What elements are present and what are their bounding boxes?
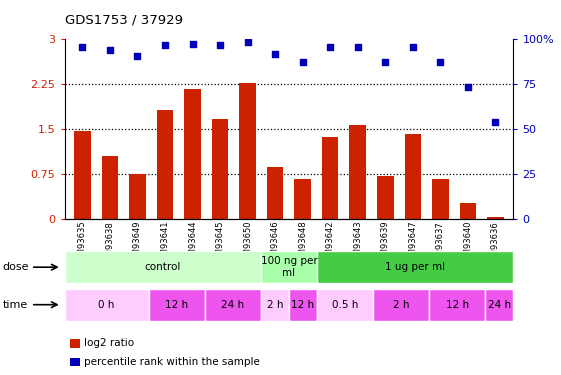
Bar	[459, 202, 476, 219]
Bar	[149, 289, 205, 321]
Text: 2 h: 2 h	[393, 300, 410, 310]
Text: 12 h: 12 h	[291, 300, 315, 310]
Text: 0.5 h: 0.5 h	[332, 300, 358, 310]
Bar	[212, 118, 228, 219]
Point	[298, 59, 307, 65]
Bar	[404, 134, 421, 219]
Bar	[317, 251, 513, 283]
Point	[436, 58, 445, 64]
Bar	[184, 88, 201, 219]
Bar	[261, 289, 289, 321]
Bar	[373, 289, 429, 321]
Text: dose: dose	[3, 262, 29, 272]
Bar	[157, 110, 173, 219]
Text: 12 h: 12 h	[165, 300, 188, 310]
Point	[78, 44, 87, 50]
Text: 1 ug per ml: 1 ug per ml	[385, 262, 445, 272]
Text: 100 ng per
ml: 100 ng per ml	[260, 256, 318, 278]
Point	[463, 84, 472, 90]
Point	[160, 42, 169, 48]
Point	[381, 59, 390, 65]
Point	[133, 53, 142, 59]
Bar	[432, 178, 449, 219]
Bar	[377, 176, 394, 219]
Bar	[350, 125, 366, 219]
Point	[353, 44, 362, 50]
Text: 24 h: 24 h	[488, 300, 511, 310]
Bar	[65, 251, 261, 283]
Bar	[295, 178, 311, 219]
Point	[243, 39, 252, 45]
Point	[491, 119, 500, 125]
Point	[270, 51, 279, 57]
Point	[408, 44, 417, 50]
Bar	[102, 156, 118, 219]
Bar	[289, 289, 317, 321]
Bar	[261, 251, 317, 283]
Bar	[74, 130, 91, 219]
Bar	[205, 289, 261, 321]
Bar	[317, 289, 373, 321]
Bar	[487, 217, 504, 219]
Bar	[129, 174, 146, 219]
Point	[105, 47, 114, 53]
Bar	[240, 82, 256, 219]
Text: GDS1753 / 37929: GDS1753 / 37929	[65, 13, 182, 26]
Bar	[267, 166, 283, 219]
Text: control: control	[145, 262, 181, 272]
Bar	[485, 289, 513, 321]
Text: 24 h: 24 h	[221, 300, 245, 310]
Text: 12 h: 12 h	[445, 300, 469, 310]
Text: time: time	[3, 300, 28, 310]
Bar	[65, 289, 149, 321]
Bar	[429, 289, 485, 321]
Point	[326, 44, 335, 50]
Text: 0 h: 0 h	[98, 300, 115, 310]
Text: log2 ratio: log2 ratio	[84, 339, 134, 348]
Text: percentile rank within the sample: percentile rank within the sample	[84, 357, 260, 367]
Point	[188, 40, 197, 46]
Point	[215, 42, 224, 48]
Text: 2 h: 2 h	[266, 300, 283, 310]
Bar	[322, 136, 338, 219]
